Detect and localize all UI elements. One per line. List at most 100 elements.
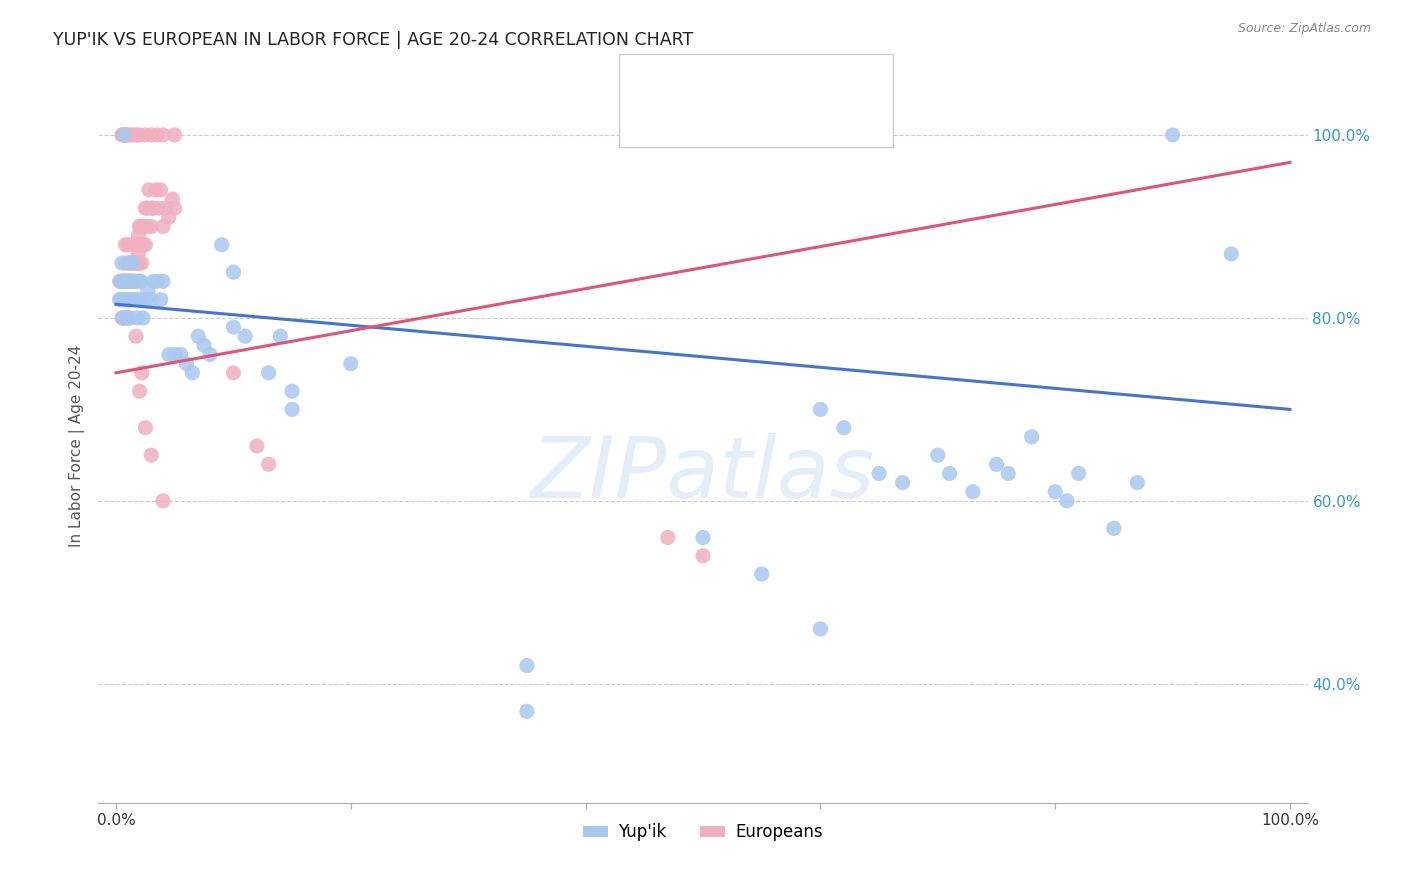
Point: [114, 293, 136, 307]
Point: [117, 293, 139, 307]
Point: [127, 237, 149, 252]
Point: [134, 420, 156, 434]
Point: [117, 274, 139, 288]
Point: [129, 219, 152, 234]
Point: [125, 329, 148, 343]
Point: [114, 274, 136, 288]
Point: [120, 310, 142, 325]
Point: [269, 329, 291, 343]
Point: [146, 274, 169, 288]
Point: [112, 128, 135, 142]
Point: [157, 211, 180, 225]
Point: [117, 310, 139, 325]
Point: [1056, 494, 1078, 508]
Point: [187, 329, 209, 343]
Point: [122, 128, 145, 142]
Point: [128, 237, 150, 252]
Point: [118, 293, 141, 307]
Point: [117, 310, 139, 325]
Point: [148, 201, 170, 215]
Point: [112, 293, 135, 307]
Text: N =: N =: [789, 112, 825, 130]
Point: [121, 274, 143, 288]
Point: [124, 237, 146, 252]
Point: [121, 256, 143, 270]
Point: [1161, 128, 1184, 142]
Point: [124, 256, 146, 270]
Point: [131, 293, 153, 307]
Point: [120, 274, 142, 288]
Point: [112, 310, 135, 325]
Point: [1220, 247, 1243, 261]
Point: [891, 475, 914, 490]
Y-axis label: In Labor Force | Age 20-24: In Labor Force | Age 20-24: [69, 345, 86, 547]
Point: [118, 274, 141, 288]
Point: [112, 293, 135, 307]
Point: [115, 128, 138, 142]
Point: [152, 128, 174, 142]
Point: [127, 256, 149, 270]
Point: [233, 329, 256, 343]
Point: [751, 567, 773, 582]
Point: [808, 402, 831, 417]
Point: [127, 247, 149, 261]
Point: [832, 420, 855, 434]
Point: [114, 128, 136, 142]
Point: [125, 274, 148, 288]
Point: [110, 293, 132, 307]
Point: [141, 219, 163, 234]
Point: [1067, 467, 1090, 481]
Point: [112, 310, 135, 325]
Point: [121, 293, 143, 307]
Point: [111, 256, 134, 270]
Point: [176, 357, 198, 371]
Point: [997, 467, 1019, 481]
Point: [112, 310, 135, 325]
Point: [136, 201, 159, 215]
Point: [114, 310, 136, 325]
Point: [121, 293, 143, 307]
Point: [122, 256, 145, 270]
Point: [152, 274, 174, 288]
Text: YUP'IK VS EUROPEAN IN LABOR FORCE | AGE 20-24 CORRELATION CHART: YUP'IK VS EUROPEAN IN LABOR FORCE | AGE …: [53, 31, 693, 49]
Point: [657, 531, 679, 545]
Point: [124, 293, 146, 307]
Point: [281, 384, 304, 398]
Text: R =: R =: [668, 112, 709, 130]
Point: [149, 183, 172, 197]
Point: [134, 219, 156, 234]
Point: [131, 366, 153, 380]
Point: [127, 228, 149, 243]
Text: R =: R =: [668, 70, 704, 87]
Point: [986, 458, 1008, 472]
Point: [111, 128, 134, 142]
Point: [516, 658, 538, 673]
Point: [111, 274, 134, 288]
Point: [1043, 484, 1066, 499]
Point: [122, 274, 145, 288]
Point: [112, 293, 135, 307]
Point: [134, 293, 156, 307]
Point: [112, 274, 135, 288]
Point: [141, 293, 163, 307]
Point: [146, 128, 169, 142]
Point: [141, 128, 163, 142]
Point: [120, 256, 142, 270]
Point: [246, 439, 269, 453]
Point: [181, 366, 204, 380]
Point: [868, 467, 890, 481]
Point: [193, 338, 215, 352]
Point: [128, 256, 150, 270]
Point: [122, 274, 145, 288]
Point: [142, 274, 165, 288]
FancyBboxPatch shape: [630, 110, 657, 138]
Point: [155, 201, 177, 215]
Point: [281, 402, 304, 417]
Point: [112, 128, 135, 142]
Point: [1021, 430, 1043, 444]
Point: [141, 201, 163, 215]
Point: [142, 201, 165, 215]
Point: [120, 128, 142, 142]
Point: [128, 219, 150, 234]
Point: [129, 274, 152, 288]
